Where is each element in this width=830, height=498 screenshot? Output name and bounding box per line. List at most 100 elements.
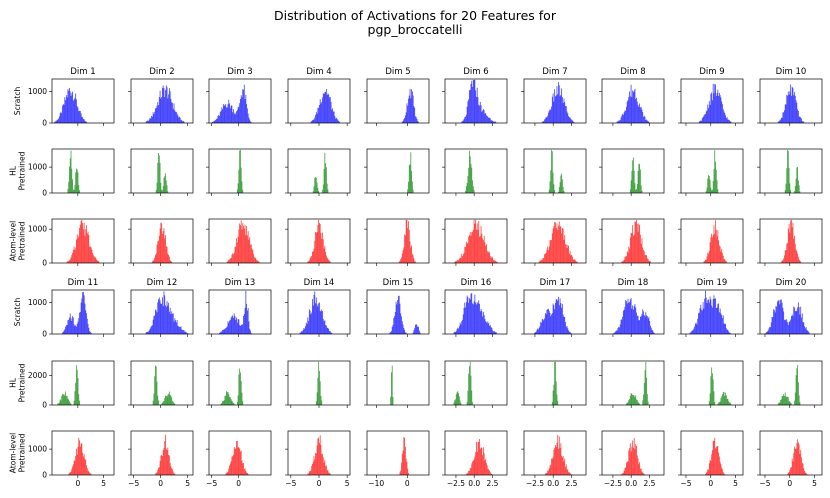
hist-bar [75,382,77,405]
hist-bar [792,87,794,123]
hist-bar [247,474,249,475]
hist-bar [628,450,630,475]
panel-frame [366,430,430,476]
hist-bar [398,295,399,334]
panel-title: Dim 6 [463,67,488,77]
hist-bar [250,244,252,263]
hist-bar [403,119,405,123]
hist-bar [182,330,184,334]
hist-bar [148,331,149,334]
hist-bar [225,104,227,123]
hist-bar [541,121,543,123]
hist-bar [458,260,459,263]
hist-bar [405,112,407,123]
hist-bar [803,322,805,334]
hist-bar [625,110,627,123]
hist-bar [784,255,785,263]
hist-bar [562,187,564,193]
hist-bar [469,90,470,123]
y-tick-label: 0 [42,330,47,339]
hist-bar [630,232,632,263]
hist-bar [476,304,477,334]
hist-bar [570,473,572,475]
hist-bar [177,325,179,334]
hist-bar [77,172,79,193]
hist-bar [74,249,76,263]
hist-bar [653,333,655,334]
hist-bar [69,472,70,475]
hist-bar [70,96,72,123]
hist-bar [414,107,416,123]
hist-bar [155,108,156,123]
x-tick-label: 2.5 [643,479,655,488]
hist-bar [717,230,719,263]
hist-bar [633,235,634,263]
hist-bar [641,238,643,263]
hist-bar [724,396,726,405]
hist-bar [71,254,73,263]
hist-bar [160,182,162,193]
hist-bar [495,121,497,123]
hist-bar [229,258,231,263]
hist-bar [788,167,790,193]
hist-bar [554,361,556,405]
panel-frame [601,289,665,335]
hist-bar [223,400,225,405]
hist-bar [490,257,492,263]
hist-bar [401,121,403,123]
hist-bar [707,300,709,334]
hist-bar [786,397,788,405]
panel-frame [523,218,587,264]
hist-bar [489,117,490,123]
panel-title: Dim 10 [776,67,807,77]
hist-bar [637,401,639,405]
hist-bar [79,227,80,263]
hist-bar [643,115,645,123]
hist-bar [708,253,709,263]
hist-bar [66,396,68,405]
hist-bar [155,254,156,263]
hist-bar [715,169,717,193]
hist-bar [239,448,241,475]
hist-bar [466,295,468,334]
hist-bar [801,120,803,123]
hist-bar [65,325,67,334]
hist-bar [570,255,572,263]
row-label-line: HL [9,377,18,388]
hist-bar [78,437,80,475]
hist-bar [326,469,328,475]
hist-bar [246,235,248,263]
hist-bar [554,189,556,193]
hist-bar [706,471,708,475]
hist-bar [59,113,61,123]
hist-bar [239,325,241,334]
hist-bar [543,258,545,263]
hist-bar [90,247,92,263]
panel-frame [208,148,272,194]
hist-bar [390,332,392,334]
hist-bar [626,402,628,405]
hist-bar [638,163,640,193]
hist-bar [319,105,320,123]
hist-bar [157,302,159,334]
hist-bar [646,315,647,334]
panel-title: Dim 20 [776,278,807,288]
hist-bar [235,114,237,123]
hist-bar [570,118,572,123]
hist-bar [720,97,722,123]
hist-bar [572,121,574,123]
hist-bar [542,121,544,123]
hist-bar [540,321,542,334]
hist-bar [485,458,487,475]
hist-bar [324,320,326,334]
hist-bar [158,152,159,193]
hist-bar [716,92,718,123]
hist-bar [482,311,484,334]
hist-bar [538,261,540,263]
hist-bar [58,118,60,123]
hist-bar [89,331,91,334]
hist-bar [172,469,173,475]
panel-frame [130,430,194,476]
hist-bar [186,332,187,334]
hist-bar [549,240,551,263]
